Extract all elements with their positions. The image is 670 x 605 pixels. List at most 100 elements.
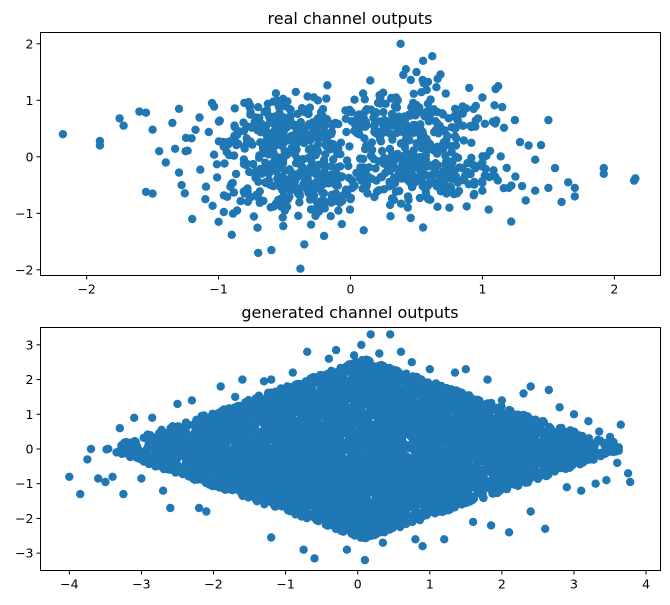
data-point [311,162,321,171]
data-point [385,200,395,210]
data-point [177,180,186,190]
data-point [195,113,204,122]
data-point [342,188,352,197]
data-point [255,198,264,208]
data-point [434,129,443,138]
data-point [291,87,300,97]
scatter-points-generated [65,330,635,565]
data-point [197,411,206,421]
data-point [406,213,415,223]
data-point [268,159,277,168]
data-point [423,181,433,190]
data-point [161,158,170,167]
data-point [462,202,471,211]
data-point [395,186,404,196]
data-point [313,147,323,156]
data-point [252,190,261,200]
data-point [329,176,339,185]
data-point [502,163,511,173]
data-point [306,220,316,229]
data-point [393,95,402,105]
data-point [440,160,450,169]
data-point [229,151,239,160]
data-point [371,164,380,173]
data-point [470,189,479,199]
data-point [345,107,354,116]
data-point [282,123,292,132]
data-point [465,169,475,179]
data-point [441,151,450,160]
data-point [419,79,428,88]
data-point [408,98,418,108]
data-point [201,195,210,204]
data-point [536,140,546,150]
data-point [346,195,355,204]
data-point [309,93,318,102]
data-point [191,125,200,134]
data-point [228,209,238,218]
data-point [214,137,224,146]
data-point [319,231,329,241]
data-point [155,147,164,156]
data-point [599,169,608,178]
data-point [241,160,251,170]
data-point [352,128,362,138]
data-point [364,163,374,172]
data-point [181,147,190,156]
data-point [230,121,239,130]
data-point [415,193,425,203]
data-point [295,168,305,177]
data-point [444,114,453,123]
data-point [294,130,303,139]
data-point [485,172,494,182]
data-point [491,172,500,182]
data-point [398,138,407,148]
data-point [280,206,289,215]
data-point [300,124,310,133]
data-point [168,118,177,128]
data-point [371,518,380,527]
data-point [253,103,263,112]
data-point [300,240,309,249]
data-point [115,114,124,123]
data-point [264,138,274,147]
data-point [479,493,488,502]
data-point [395,170,404,179]
data-point [209,150,219,159]
data-point [557,197,566,207]
data-point [381,120,390,129]
data-point [372,187,382,196]
data-point [408,148,417,158]
data-point [396,39,405,48]
data-point [409,89,418,99]
data-point [148,125,157,134]
data-point [119,121,128,130]
data-point [521,196,530,205]
data-point [415,153,424,162]
data-point [418,56,428,65]
data-point [387,93,396,103]
data-point [276,163,285,173]
data-point [451,141,461,150]
data-point [433,74,442,84]
data-point [289,147,298,157]
data-point [279,177,289,187]
data-point [131,437,140,447]
data-point [212,160,222,169]
data-point [418,127,427,136]
data-point [377,146,387,156]
data-point [388,135,397,144]
data-point [293,184,303,194]
data-point [245,101,255,110]
data-point [544,183,553,193]
data-point [418,223,428,232]
x-tick-label-real: 2 [610,282,618,297]
data-point [316,108,326,117]
data-point [181,457,191,466]
data-point [371,109,380,118]
data-point [350,181,359,190]
y-tick-label-real: −1 [15,206,33,221]
